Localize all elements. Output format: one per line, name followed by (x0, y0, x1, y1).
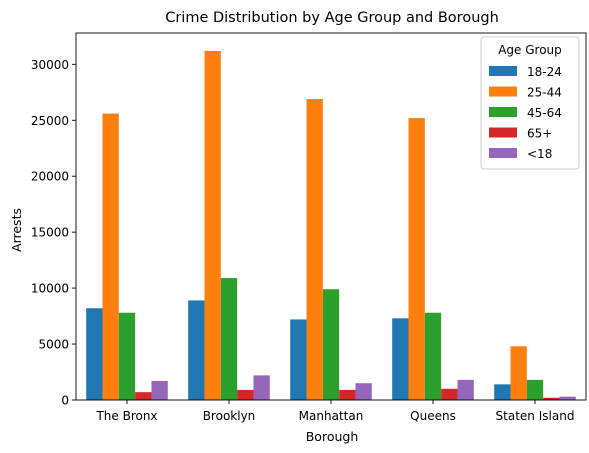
bar-25-44-Queens (408, 118, 425, 400)
bar-25-44-Brooklyn (204, 50, 221, 401)
legend-swatch (489, 86, 517, 97)
bar-65+-Brooklyn (237, 389, 254, 400)
x-tick-label: Manhattan (299, 409, 364, 423)
legend-swatch (489, 107, 517, 117)
y-tick-label: 15000 (31, 226, 69, 240)
bar-65+-Staten Island (543, 397, 560, 400)
bar-18-24-Queens (392, 318, 409, 400)
bar-65+-The Bronx (135, 392, 152, 400)
chart-title: Crime Distribution by Age Group and Boro… (165, 10, 499, 26)
bar-<18-Brooklyn (253, 375, 270, 400)
legend-label: 45-64 (527, 106, 562, 120)
bar-<18-Staten Island (559, 396, 576, 400)
bar-65+-Queens (441, 388, 458, 400)
bar-45-64-The Bronx (118, 312, 136, 400)
legend-label: 18-24 (527, 65, 562, 79)
x-tick-label: Staten Island (496, 409, 575, 423)
x-axis-label: Borough (306, 429, 359, 444)
bar-<18-Queens (457, 379, 474, 400)
bar-25-44-Manhattan (306, 99, 323, 401)
y-tick-label: 5000 (38, 338, 69, 352)
legend-swatch (489, 66, 517, 76)
y-tick-label: 10000 (31, 282, 69, 296)
bar-45-64-Queens (424, 312, 442, 400)
bar-45-64-Staten Island (526, 379, 544, 400)
legend: Age Group 18-24 25-44 45-64 65+ <18 (480, 36, 580, 170)
x-tick-label: Brooklyn (203, 409, 256, 423)
bar-25-44-Staten Island (510, 346, 527, 400)
legend-swatch (489, 148, 517, 158)
x-tick-label: The Bronx (95, 409, 157, 423)
bar-18-24-Manhattan (290, 319, 307, 400)
bar-45-64-Brooklyn (220, 278, 238, 400)
legend-label: <18 (527, 147, 552, 161)
legend-label: 25-44 (527, 86, 562, 100)
legend-swatch (489, 127, 517, 138)
bar-18-24-The Bronx (86, 308, 103, 400)
legend-label: 65+ (527, 127, 552, 141)
plot-area (75, 32, 587, 401)
bar-65+-Manhattan (339, 389, 356, 400)
bar-25-44-The Bronx (102, 113, 119, 400)
bar-<18-The Bronx (151, 380, 168, 400)
bar-18-24-Staten Island (494, 384, 511, 400)
x-tick-label: Queens (410, 409, 456, 423)
bar-<18-Manhattan (355, 383, 372, 400)
y-axis-label: Arrests (9, 208, 24, 252)
y-axis: 0 5000 10000 15000 20000 25000 30000 (31, 58, 76, 408)
y-tick-label: 20000 (31, 170, 69, 184)
bar-45-64-Manhattan (322, 289, 340, 400)
y-tick-label: 30000 (31, 58, 69, 72)
bar-18-24-Brooklyn (188, 300, 205, 400)
legend-title: Age Group (498, 43, 562, 57)
x-axis: The Bronx Brooklyn Manhattan Queens Staten I… (95, 400, 574, 423)
y-tick-label: 0 (61, 394, 69, 408)
y-tick-label: 25000 (31, 114, 69, 128)
